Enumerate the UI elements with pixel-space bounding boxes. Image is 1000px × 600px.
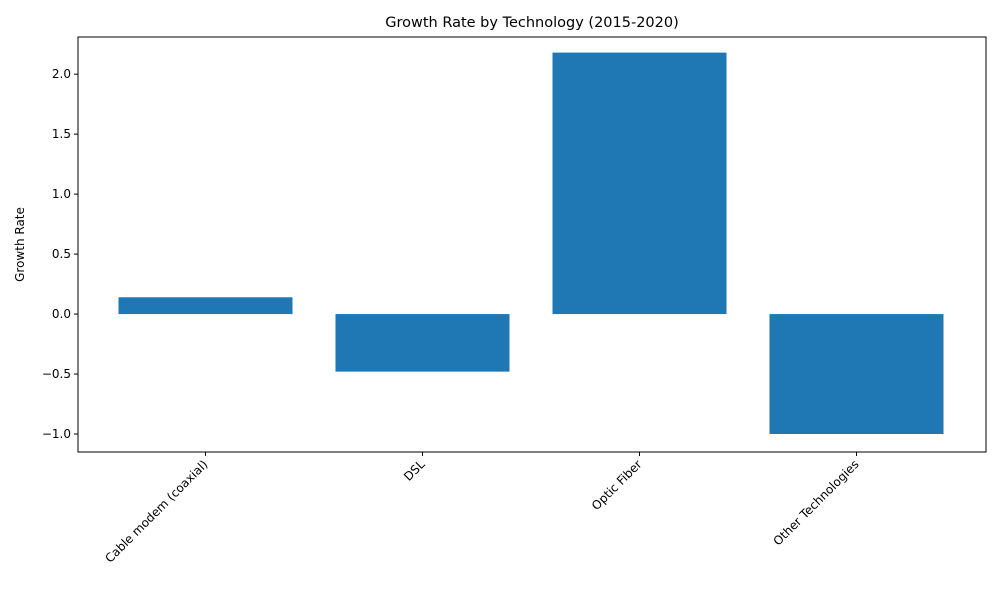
bar — [769, 314, 944, 435]
bar — [552, 52, 727, 315]
chart-title: Growth Rate by Technology (2015-2020) — [385, 15, 679, 31]
plot-frame — [77, 36, 987, 453]
y-axis-label: Growth Rate — [13, 207, 27, 282]
bar — [335, 314, 510, 372]
y-tick-label: −0.5 — [42, 367, 71, 381]
y-tick-label: 0.0 — [52, 307, 71, 321]
bars-layer — [118, 52, 944, 435]
y-tick-label: 1.5 — [52, 127, 71, 141]
y-tick-label: −1.0 — [42, 427, 71, 441]
y-tick-label: 0.5 — [52, 247, 71, 261]
y-tick-label: 1.0 — [52, 187, 71, 201]
y-tick-label: 2.0 — [52, 67, 71, 81]
bar — [118, 297, 293, 315]
y-axis: −1.0 −0.5 0.0 0.5 1.0 1.5 2.0 — [42, 67, 78, 441]
